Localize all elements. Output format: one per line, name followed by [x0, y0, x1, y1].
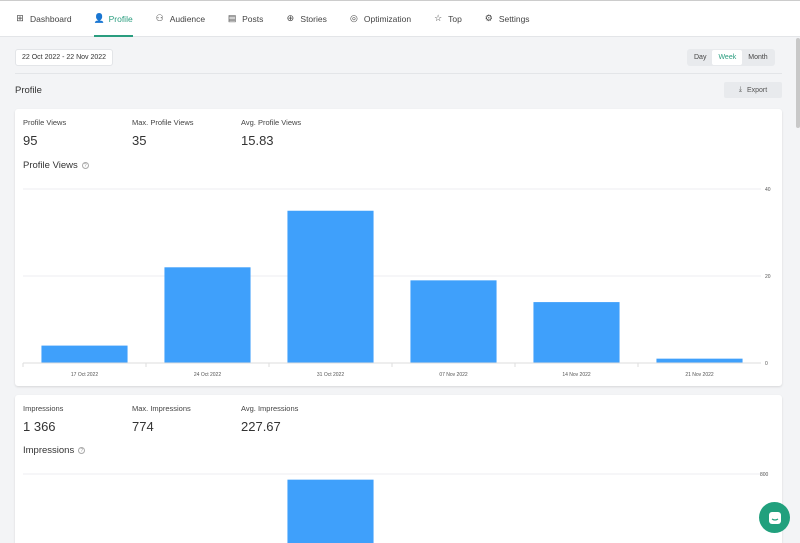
- period-selector: Day Week Month: [687, 49, 775, 66]
- stat-label: Avg. Profile Views: [241, 118, 302, 127]
- bar: [287, 479, 374, 543]
- nav-tab-stories[interactable]: ⊕ Stories: [285, 1, 327, 37]
- star-icon: ☆: [434, 13, 443, 23]
- scrollbar[interactable]: [796, 38, 800, 128]
- nav-tab-optimization[interactable]: ◎ Optimization: [349, 1, 411, 37]
- stat-value: 15.83: [241, 133, 274, 148]
- stat-label: Impressions: [23, 404, 64, 413]
- chart-title: Profile Views?: [23, 160, 89, 171]
- y-tick-label: 40: [765, 187, 771, 193]
- stat-value: 95: [23, 133, 38, 148]
- nav-tab-label: Profile: [108, 13, 133, 24]
- nav-tab-label: Settings: [498, 13, 530, 24]
- date-range-picker[interactable]: 22 Oct 2022 - 22 Nov 2022: [15, 49, 114, 66]
- stat-max-impressions: Max. Impressions 774: [132, 404, 191, 434]
- chart-title-text: Impressions: [23, 445, 75, 456]
- stat-label: Max. Profile Views: [132, 118, 194, 127]
- help-icon[interactable]: ?: [81, 161, 89, 169]
- period-week[interactable]: Week: [712, 50, 743, 65]
- gear-icon: ⚙: [484, 13, 493, 23]
- period-month[interactable]: Month: [748, 54, 768, 61]
- stories-icon: ⊕: [286, 13, 295, 23]
- divider: [15, 73, 782, 74]
- download-icon: ⤓: [738, 86, 742, 93]
- stat-value: 35: [132, 133, 147, 148]
- stat-value: 1 366: [23, 419, 56, 434]
- nav-tab-top[interactable]: ☆ Top: [433, 1, 462, 37]
- top-nav: ⊞ Dashboard 👤 Profile ⚇ Audience ▤ Posts ⊕ Storie…: [0, 0, 800, 37]
- profile-views-card: Profile Views 95 Max. Profile Views 35 Avg…: [15, 109, 782, 386]
- nav-tab-dashboard[interactable]: ⊞ Dashboard: [15, 1, 72, 37]
- help-icon[interactable]: ?: [78, 446, 86, 454]
- bar: [41, 345, 128, 363]
- stat-profile-views: Profile Views 95: [23, 118, 66, 148]
- nav-tab-label: Audience: [169, 13, 206, 24]
- bar: [533, 302, 620, 363]
- stat-label: Profile Views: [23, 118, 67, 127]
- x-tick-label: 17 Oct 2022: [71, 372, 98, 378]
- stat-avg-impressions: Avg. Impressions 227.67: [241, 404, 298, 434]
- nav-tab-audience[interactable]: ⚇ Audience: [155, 1, 206, 37]
- x-tick-label: 24 Oct 2022: [194, 372, 221, 378]
- chat-button[interactable]: [759, 502, 790, 533]
- chat-icon: [768, 511, 781, 524]
- stat-label: Max. Impressions: [132, 404, 191, 413]
- bar: [656, 358, 743, 363]
- nav-tab-label: Posts: [242, 13, 264, 24]
- stat-avg-profile-views: Avg. Profile Views 15.83: [241, 118, 301, 148]
- nav-tab-label: Optimization: [363, 13, 412, 24]
- stat-impressions: Impressions 1 366: [23, 404, 63, 434]
- user-icon: 👤: [93, 13, 105, 23]
- y-tick-label: 0: [765, 361, 768, 367]
- y-tick-label: 800: [760, 472, 769, 478]
- bar: [287, 210, 374, 363]
- export-label: Export: [746, 86, 768, 94]
- impressions-card: Impressions 1 366 Max. Impressions 774 Avg…: [15, 395, 782, 543]
- nav-tab-label: Top: [448, 13, 462, 24]
- chart-title: Impressions?: [23, 445, 86, 456]
- x-tick-label: 21 Nov 2022: [685, 372, 714, 378]
- x-tick-label: 07 Nov 2022: [439, 372, 468, 378]
- grid-icon: ⊞: [16, 13, 24, 23]
- stat-label: Avg. Impressions: [241, 404, 299, 413]
- x-tick-label: 14 Nov 2022: [562, 372, 591, 378]
- nav-tab-posts[interactable]: ▤ Posts: [227, 1, 264, 37]
- section-title: Profile: [15, 85, 42, 96]
- nav-tab-label: Dashboard: [30, 13, 72, 24]
- nav-tab-profile[interactable]: 👤 Profile: [93, 1, 133, 37]
- x-tick-label: 31 Oct 2022: [317, 372, 344, 378]
- profile-views-chart: 0 20 40 17 Oct 2022 24 Oct 2022 31 Oct 2022 07…: [22, 187, 771, 378]
- stat-value: 774: [132, 419, 154, 434]
- nav-tab-label: Stories: [300, 13, 327, 24]
- impressions-chart: 800: [23, 472, 769, 543]
- stat-value: 227.67: [241, 419, 281, 434]
- export-button[interactable]: ⤓ Export: [724, 82, 782, 98]
- bar: [410, 280, 497, 363]
- bar: [164, 267, 251, 363]
- posts-icon: ▤: [227, 13, 237, 23]
- y-tick-label: 20: [765, 274, 771, 280]
- stat-max-profile-views: Max. Profile Views 35: [132, 118, 194, 148]
- optimization-icon: ◎: [349, 13, 358, 23]
- users-icon: ⚇: [155, 13, 164, 23]
- period-day[interactable]: Day: [694, 54, 707, 61]
- nav-tab-settings[interactable]: ⚙ Settings: [484, 1, 530, 37]
- chart-title-text: Profile Views: [23, 160, 78, 171]
